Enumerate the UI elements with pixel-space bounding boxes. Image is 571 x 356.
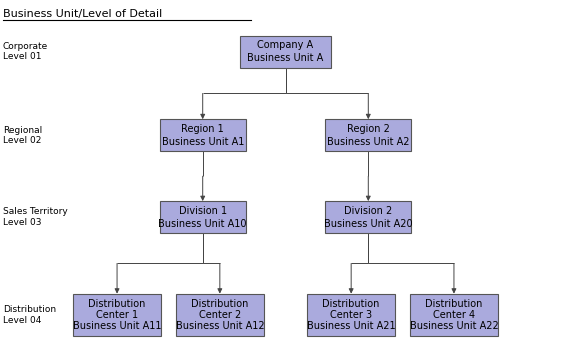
Text: Distribution: Distribution <box>323 299 380 309</box>
Text: Business Unit A11: Business Unit A11 <box>73 321 161 331</box>
Text: Corporate
Level 01: Corporate Level 01 <box>3 42 48 61</box>
Text: Division 2: Division 2 <box>344 206 392 216</box>
FancyBboxPatch shape <box>240 36 331 68</box>
Text: Business Unit A12: Business Unit A12 <box>175 321 264 331</box>
Text: Region 2: Region 2 <box>347 124 390 134</box>
FancyBboxPatch shape <box>325 201 411 233</box>
Text: Distribution: Distribution <box>191 299 248 309</box>
FancyBboxPatch shape <box>410 294 498 336</box>
FancyBboxPatch shape <box>73 294 161 336</box>
Text: Region 1: Region 1 <box>182 124 224 134</box>
FancyBboxPatch shape <box>160 201 246 233</box>
FancyBboxPatch shape <box>176 294 264 336</box>
Text: Center 2: Center 2 <box>199 310 241 320</box>
Text: Center 3: Center 3 <box>330 310 372 320</box>
Text: Business Unit A22: Business Unit A22 <box>409 321 498 331</box>
Text: Business Unit A1: Business Unit A1 <box>162 137 244 147</box>
Text: Division 1: Division 1 <box>179 206 227 216</box>
Text: Center 1: Center 1 <box>96 310 138 320</box>
FancyBboxPatch shape <box>160 119 246 151</box>
Text: Business Unit A10: Business Unit A10 <box>159 219 247 229</box>
Text: Distribution: Distribution <box>89 299 146 309</box>
Text: Business Unit A2: Business Unit A2 <box>327 137 409 147</box>
Text: Sales Territory
Level 03: Sales Territory Level 03 <box>3 208 67 227</box>
Text: Company A: Company A <box>258 40 313 50</box>
Text: Distribution: Distribution <box>425 299 482 309</box>
Text: Distribution
Level 04: Distribution Level 04 <box>3 305 56 325</box>
FancyBboxPatch shape <box>307 294 395 336</box>
Text: Business Unit A: Business Unit A <box>247 53 324 63</box>
Text: Regional
Level 02: Regional Level 02 <box>3 126 42 145</box>
Text: Business Unit A21: Business Unit A21 <box>307 321 396 331</box>
FancyBboxPatch shape <box>325 119 411 151</box>
Text: Business Unit/Level of Detail: Business Unit/Level of Detail <box>3 9 162 19</box>
Text: Center 4: Center 4 <box>433 310 475 320</box>
Text: Business Unit A20: Business Unit A20 <box>324 219 413 229</box>
